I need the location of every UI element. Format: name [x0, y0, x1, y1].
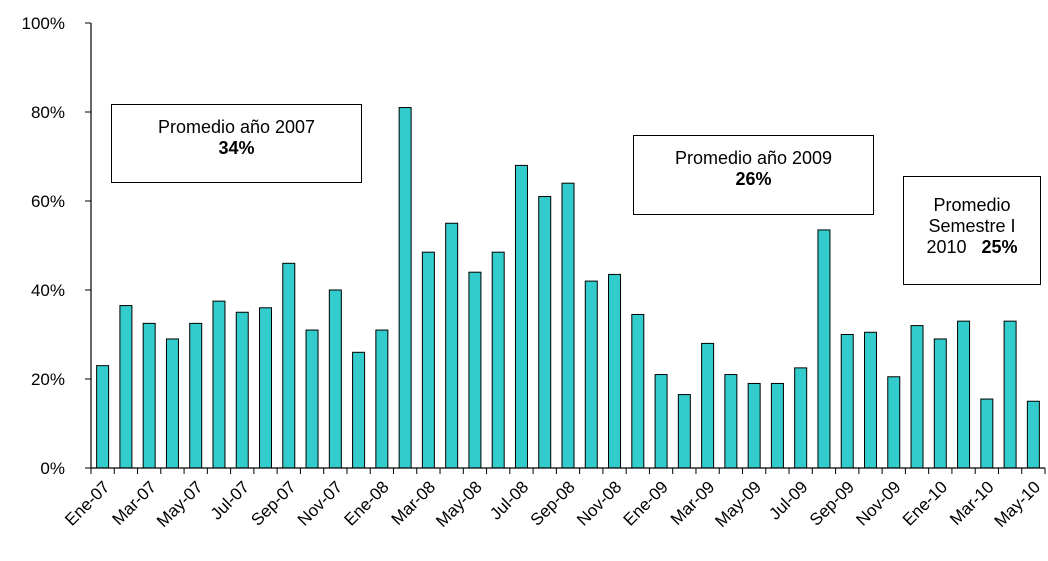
bar — [584, 280, 598, 469]
annotation-avg-2010-line1: Promedio — [933, 195, 1011, 215]
bar — [165, 338, 179, 469]
bar — [654, 374, 668, 469]
bar — [119, 305, 133, 469]
bar — [701, 342, 715, 469]
annotation-avg-2009-label: Promedio año 2009 — [674, 148, 833, 168]
bar — [305, 329, 319, 469]
x-tick-label: May-07 — [153, 477, 207, 531]
y-tick-label: 40% — [31, 281, 65, 300]
bar — [1026, 400, 1040, 469]
x-tick-label: Mar-07 — [108, 477, 160, 529]
bar — [282, 262, 296, 469]
x-tick-label: Jul-08 — [486, 477, 532, 523]
annotation-avg-2010-line2: Semestre I — [928, 216, 1016, 236]
bar — [863, 331, 877, 469]
x-tick-label: May-10 — [991, 477, 1045, 531]
x-tick-label: Mar-08 — [388, 477, 440, 529]
bar — [840, 334, 854, 469]
x-tick-label: Sep-07 — [247, 477, 299, 529]
bar — [445, 222, 459, 469]
bar — [212, 300, 226, 469]
annotation-avg-2010-line3: 2010 25% — [904, 237, 1040, 258]
bar — [468, 271, 482, 469]
x-tick-label: Ene-10 — [899, 477, 951, 529]
bar — [631, 313, 645, 469]
annotation-avg-2007-label: Promedio año 2007 — [157, 117, 316, 137]
x-tick-label: Nov-07 — [294, 477, 346, 529]
x-tick-label: Sep-09 — [806, 477, 858, 529]
bar — [608, 273, 622, 469]
annotation-avg-2007: Promedio año 2007 34% — [111, 104, 362, 183]
x-tick-label: Jul-07 — [207, 477, 253, 523]
bar — [96, 365, 110, 469]
bar — [375, 329, 389, 469]
x-tick-label: May-08 — [432, 477, 486, 531]
bar — [677, 394, 691, 469]
annotation-avg-2010: Promedio Semestre I 2010 25% — [903, 176, 1041, 285]
bar — [724, 374, 738, 469]
bars — [96, 107, 1040, 469]
bar — [259, 307, 273, 469]
bar — [352, 351, 366, 469]
bar — [421, 251, 435, 469]
x-tick-label: Ene-09 — [620, 477, 672, 529]
bar — [747, 382, 761, 469]
annotation-avg-2009-value: 26% — [735, 169, 772, 189]
bar — [538, 196, 552, 469]
y-tick-label: 80% — [31, 103, 65, 122]
bar — [235, 311, 249, 469]
bar — [770, 382, 784, 469]
x-tick-label: Jul-09 — [765, 477, 811, 523]
bar — [1003, 320, 1017, 469]
y-axis: 0% 20% 40% 60% 80% 100% — [22, 14, 92, 478]
bar — [794, 367, 808, 469]
bar — [933, 338, 947, 469]
x-tick-label: Mar-09 — [667, 477, 719, 529]
bar — [328, 289, 342, 469]
y-tick-label: 100% — [22, 14, 65, 33]
y-tick-label: 60% — [31, 192, 65, 211]
x-tick-label: Ene-07 — [61, 477, 113, 529]
bar — [514, 164, 528, 469]
bar — [189, 322, 203, 469]
y-tick-label: 0% — [40, 459, 65, 478]
bar — [398, 107, 412, 469]
annotation-avg-2010-year: 2010 — [926, 237, 967, 257]
x-tick-label: Sep-08 — [527, 477, 579, 529]
x-tick-label: Nov-09 — [852, 477, 904, 529]
y-tick-label: 20% — [31, 370, 65, 389]
annotation-avg-2010-value: 25% — [981, 237, 1018, 257]
bar — [957, 320, 971, 469]
bar — [910, 325, 924, 469]
bar — [561, 182, 575, 469]
bar — [887, 376, 901, 469]
x-tick-label: Mar-10 — [946, 477, 998, 529]
x-tick-label: Ene-08 — [340, 477, 392, 529]
bar — [142, 322, 156, 469]
bar — [817, 229, 831, 469]
annotation-avg-2009: Promedio año 2009 26% — [633, 135, 874, 215]
annotation-avg-2007-value: 34% — [218, 138, 255, 158]
x-tick-label: May-09 — [711, 477, 765, 531]
x-tick-label: Nov-08 — [573, 477, 625, 529]
bar — [980, 398, 994, 469]
bar — [491, 251, 505, 469]
